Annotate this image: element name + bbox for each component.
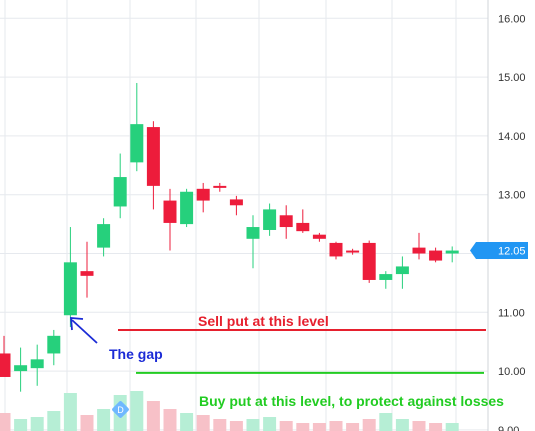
- volume-bar: [263, 417, 277, 431]
- volume-bar: [429, 423, 443, 431]
- volume-bar: [14, 419, 28, 431]
- gap-arrow: [70, 317, 98, 344]
- volume-bar: [296, 423, 310, 431]
- y-tick-label: 11.00: [498, 307, 525, 319]
- candle-body: [0, 353, 11, 377]
- last-price-tag: 12.05: [470, 242, 528, 260]
- candle-body: [362, 242, 376, 280]
- volume-bars: [0, 391, 459, 431]
- candle-body: [63, 262, 77, 316]
- candle-body: [379, 274, 393, 280]
- gap-label: The gap: [109, 346, 163, 362]
- candle-body: [412, 247, 426, 254]
- volume-bar: [329, 421, 343, 431]
- volume-bar: [47, 411, 61, 431]
- grid-lines: [0, 0, 489, 431]
- candle-body: [246, 227, 260, 239]
- y-tick-label: 15.00: [498, 72, 526, 84]
- candle-body: [180, 191, 194, 225]
- volume-bar: [395, 419, 409, 431]
- candle-body: [113, 177, 127, 207]
- volume-bar: [196, 415, 210, 431]
- y-tick-label: 10.00: [498, 366, 526, 378]
- y-tick-label: 9.00: [498, 425, 519, 431]
- volume-bar: [0, 413, 11, 431]
- volume-bar: [229, 421, 243, 431]
- candle-body: [130, 124, 144, 163]
- candle-body: [296, 222, 310, 232]
- volume-bar: [130, 391, 144, 431]
- candle-body: [263, 209, 277, 230]
- volume-bar: [445, 423, 459, 431]
- candle-body: [229, 199, 243, 206]
- candle-body: [279, 215, 293, 228]
- volume-bar: [346, 423, 360, 431]
- candle-body: [14, 365, 28, 372]
- candle-body: [429, 250, 443, 261]
- dividend-marker-label: D: [117, 405, 124, 415]
- volume-bar: [362, 419, 376, 431]
- candle-body: [312, 234, 326, 239]
- last-price-label: 12.05: [498, 246, 526, 258]
- sell-put-label: Sell put at this level: [198, 313, 329, 329]
- volume-bar: [412, 421, 426, 431]
- candle-body: [47, 335, 61, 354]
- y-tick-label: 16.00: [498, 13, 526, 25]
- candle-body: [30, 359, 44, 369]
- candle-body: [395, 266, 409, 275]
- volume-bar: [246, 419, 260, 431]
- candle-body: [80, 271, 94, 276]
- candle-body: [329, 242, 343, 257]
- annotation-lines: [118, 328, 486, 374]
- volume-bar: [146, 401, 160, 431]
- volume-bar: [30, 417, 44, 431]
- volume-bar: [63, 393, 77, 431]
- volume-bar: [80, 415, 94, 431]
- candle-body: [97, 224, 111, 248]
- candle-body: [445, 250, 459, 254]
- candle-body: [163, 200, 177, 223]
- volume-bar: [279, 421, 293, 431]
- candle-body: [196, 188, 210, 201]
- volume-bar: [312, 423, 326, 431]
- candle-body: [346, 250, 360, 253]
- buy-put-label: Buy put at this level, to protect agains…: [199, 393, 504, 409]
- candles: [0, 82, 459, 392]
- volume-bar: [97, 409, 111, 431]
- volume-bar: [213, 419, 227, 431]
- dividend-marker[interactable]: D: [111, 400, 129, 418]
- candle-body: [146, 127, 160, 186]
- volume-bar: [163, 409, 177, 431]
- y-tick-label: 14.00: [498, 131, 526, 143]
- volume-bar: [180, 413, 194, 431]
- candle-body: [213, 185, 227, 188]
- y-tick-label: 13.00: [498, 190, 526, 202]
- volume-bar: [379, 413, 393, 431]
